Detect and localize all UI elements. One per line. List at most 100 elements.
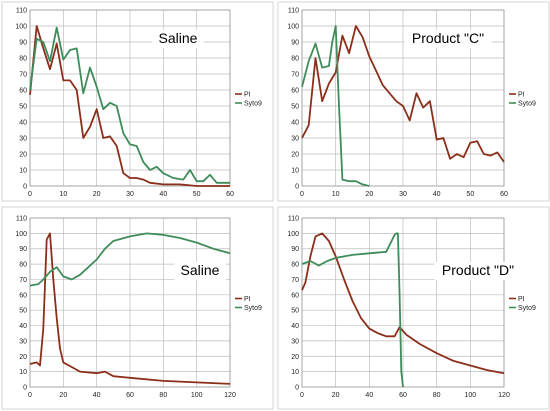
y-tick-label: 110 xyxy=(16,216,27,223)
y-tick-label: 0 xyxy=(23,184,27,191)
series-line-syto9 xyxy=(29,26,230,184)
y-tick-label: 100 xyxy=(15,231,27,238)
series-line-pi xyxy=(301,25,505,163)
y-tick-label: 60 xyxy=(19,292,27,299)
y-tick-label: 90 xyxy=(291,40,299,47)
plot-area xyxy=(301,9,505,187)
plot-area xyxy=(29,9,231,187)
legend-label: Syto9 xyxy=(244,101,262,108)
plot-area xyxy=(29,217,231,388)
y-tick-label: 30 xyxy=(19,136,27,143)
y-tick-label: 50 xyxy=(19,104,27,111)
y-tick-label: 40 xyxy=(291,323,299,330)
y-tick-label: 110 xyxy=(288,8,299,15)
panel-frame xyxy=(1,1,274,202)
series-line-syto9 xyxy=(29,232,231,287)
y-tick-label: 100 xyxy=(287,231,299,238)
x-tick-label: 40 xyxy=(159,191,167,198)
y-tick-label: 50 xyxy=(291,104,299,111)
x-tick-label: 20 xyxy=(365,191,373,198)
panel-frame xyxy=(277,206,550,410)
y-tick-label: 80 xyxy=(19,56,27,63)
legend-label: Syto9 xyxy=(244,305,262,312)
x-tick-label: 120 xyxy=(224,392,236,399)
series-line-syto9 xyxy=(301,25,370,187)
y-tick-label: 30 xyxy=(19,338,27,345)
y-tick-label: 0 xyxy=(23,385,27,392)
y-tick-label: 20 xyxy=(19,354,27,361)
y-tick-label: 10 xyxy=(291,168,299,175)
x-tick-label: 80 xyxy=(159,392,167,399)
x-tick-label: 60 xyxy=(226,191,234,198)
x-tick-label: 0 xyxy=(28,191,32,198)
x-tick-label: 60 xyxy=(399,392,407,399)
y-tick-label: 10 xyxy=(291,369,299,376)
chart-title: Product "D" xyxy=(442,262,514,278)
x-tick-label: 20 xyxy=(59,392,67,399)
x-tick-label: 40 xyxy=(365,392,373,399)
y-tick-label: 10 xyxy=(19,168,27,175)
legend-label: PI xyxy=(518,92,525,99)
x-tick-label: 10 xyxy=(332,191,340,198)
y-tick-label: 30 xyxy=(291,338,299,345)
y-tick-label: 70 xyxy=(291,277,299,284)
y-tick-label: 70 xyxy=(19,72,27,79)
y-tick-label: 20 xyxy=(19,152,27,159)
y-tick-label: 80 xyxy=(291,56,299,63)
chart-panel: 0 10 20 30 40 50 60 70 80 90 100 110 0 10 20 30 40 50 60 PI… xyxy=(277,1,550,202)
x-tick-label: 30 xyxy=(126,191,134,198)
title-backdrop xyxy=(152,30,204,48)
x-tick-label: 40 xyxy=(433,191,441,198)
chart-title: Saline xyxy=(181,262,220,278)
y-tick-label: 20 xyxy=(291,152,299,159)
title-backdrop xyxy=(174,262,226,280)
y-tick-label: 0 xyxy=(295,385,299,392)
chart-title: Saline xyxy=(159,30,198,46)
y-tick-label: 70 xyxy=(291,72,299,79)
series-line-pi xyxy=(29,232,231,385)
y-tick-label: 40 xyxy=(19,323,27,330)
x-tick-label: 120 xyxy=(498,392,510,399)
x-tick-label: 10 xyxy=(59,191,67,198)
y-tick-label: 60 xyxy=(291,292,299,299)
y-tick-label: 80 xyxy=(19,262,27,269)
x-tick-label: 80 xyxy=(433,392,441,399)
y-tick-label: 60 xyxy=(291,88,299,95)
legend-label: Syto9 xyxy=(518,305,536,312)
y-tick-label: 40 xyxy=(291,120,299,127)
y-tick-label: 20 xyxy=(291,354,299,361)
x-tick-label: 50 xyxy=(466,191,474,198)
legend-label: Syto9 xyxy=(518,101,536,108)
legend-label: PI xyxy=(244,92,251,99)
x-tick-label: 60 xyxy=(500,191,508,198)
y-tick-label: 90 xyxy=(19,246,27,253)
chart-title: Product "C" xyxy=(412,30,484,46)
x-tick-label: 50 xyxy=(193,191,201,198)
legend-label: PI xyxy=(518,296,525,303)
y-tick-label: 90 xyxy=(291,246,299,253)
y-tick-label: 110 xyxy=(16,8,27,15)
x-tick-label: 100 xyxy=(464,392,476,399)
title-backdrop xyxy=(434,262,522,280)
legend-label: PI xyxy=(244,296,251,303)
chart-panel: 0 10 20 30 40 50 60 70 80 90 100 110 0 20 40 60 80 100 120… xyxy=(1,206,274,410)
title-backdrop xyxy=(404,30,492,48)
series-line-pi xyxy=(301,232,505,375)
x-tick-label: 20 xyxy=(93,191,101,198)
y-tick-label: 100 xyxy=(15,24,27,31)
series-line-pi xyxy=(29,25,230,187)
x-tick-label: 100 xyxy=(191,392,203,399)
x-tick-label: 20 xyxy=(332,392,340,399)
y-tick-label: 90 xyxy=(19,40,27,47)
y-tick-label: 100 xyxy=(287,24,299,31)
y-tick-label: 70 xyxy=(19,277,27,284)
x-tick-label: 0 xyxy=(300,392,304,399)
y-tick-label: 40 xyxy=(19,120,27,127)
y-tick-label: 50 xyxy=(291,308,299,315)
chart-panel: 0 10 20 30 40 50 60 70 80 90 100 110 0 20 40 60 80 100 120… xyxy=(277,206,550,410)
y-tick-label: 30 xyxy=(291,136,299,143)
y-tick-label: 80 xyxy=(291,262,299,269)
x-tick-label: 40 xyxy=(93,392,101,399)
chart-panel: 0 10 20 30 40 50 60 70 80 90 100 110 0 10 20 30 40 50 60 PI… xyxy=(1,1,274,202)
